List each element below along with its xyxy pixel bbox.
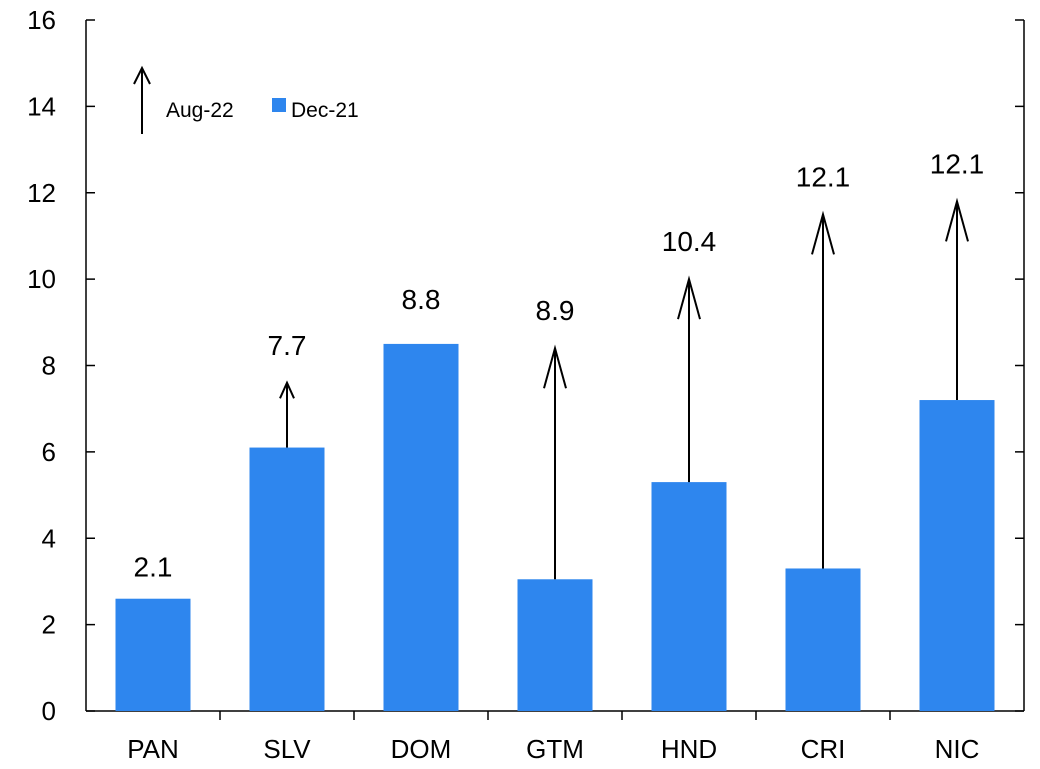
bar	[517, 579, 593, 711]
bar	[383, 343, 459, 711]
y-tick-label: 6	[42, 437, 56, 467]
x-tick-label: CRI	[801, 734, 846, 764]
legend: Aug-22 Dec-21	[133, 65, 359, 134]
y-tick-label: 8	[42, 351, 56, 381]
x-tick-label: GTM	[526, 734, 584, 764]
x-tick-label: DOM	[391, 734, 452, 764]
legend-label-dec-21: Dec-21	[291, 99, 359, 122]
y-tick-label: 10	[27, 264, 56, 294]
y-tick-label: 0	[42, 696, 56, 726]
data-label: 8.9	[536, 295, 575, 326]
data-label: 7.7	[268, 330, 307, 361]
x-tick-label: HND	[661, 734, 717, 764]
y-tick-label: 12	[27, 178, 56, 208]
axes: 0 2 4 6 8 10 12 14 16 PAN SLV DOM GTM HND CRI NIC	[27, 5, 1025, 764]
data-labels: 2.1 7.7 8.8 8.9 10.4 12.1 12.1	[134, 148, 985, 582]
y-tick-label: 2	[42, 610, 56, 640]
x-tick-label: NIC	[935, 734, 980, 764]
arrow-head	[945, 197, 969, 242]
bar	[651, 482, 727, 711]
arrow-head	[543, 344, 567, 389]
arrow-head	[811, 210, 835, 255]
legend-swatch-dec-21	[272, 98, 286, 112]
bars	[115, 343, 995, 711]
bar	[115, 598, 191, 711]
x-tick-label: PAN	[127, 734, 179, 764]
y-tick-label: 16	[27, 5, 56, 35]
arrows	[279, 197, 969, 580]
y-tick-label: 4	[42, 523, 56, 553]
bar	[919, 400, 995, 711]
arrow-head	[279, 380, 295, 399]
x-tick-label: SLV	[263, 734, 311, 764]
legend-label-aug-22: Aug-22	[166, 99, 234, 122]
arrow-head	[677, 275, 701, 320]
data-label: 12.1	[796, 161, 851, 192]
data-label: 2.1	[134, 552, 173, 583]
bar	[249, 447, 325, 711]
data-label: 10.4	[662, 226, 717, 257]
bar	[785, 568, 861, 711]
data-label: 12.1	[930, 148, 985, 179]
data-label: 8.8	[402, 284, 441, 315]
y-tick-label: 14	[27, 91, 56, 121]
legend-arrow-head	[133, 65, 151, 85]
